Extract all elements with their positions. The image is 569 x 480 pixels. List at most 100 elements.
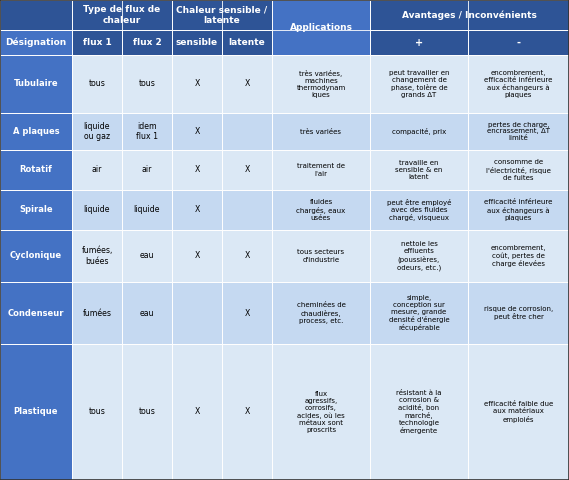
- Text: X: X: [195, 127, 200, 136]
- Text: Type de flux de
chaleur: Type de flux de chaleur: [84, 5, 160, 24]
- Bar: [222, 190, 272, 230]
- Text: encombrement,
efficacité inférieure
aux échangeurs à
plaques: encombrement, efficacité inférieure aux …: [484, 70, 552, 98]
- Text: Tubulaire: Tubulaire: [14, 80, 58, 88]
- Text: X: X: [244, 309, 250, 317]
- Text: X: X: [195, 252, 200, 261]
- Bar: [0, 55, 72, 113]
- Text: +: +: [415, 37, 423, 48]
- Text: compacité, prix: compacité, prix: [392, 128, 446, 135]
- Text: X: X: [244, 252, 250, 261]
- Text: très variées,
machines
thermodynam
iques: très variées, machines thermodynam iques: [296, 70, 345, 98]
- Text: idem
flux 1: idem flux 1: [136, 122, 158, 141]
- Bar: [72, 150, 122, 190]
- Text: Cyclonique: Cyclonique: [10, 252, 62, 261]
- Text: fluides
chargés, eaux
usées: fluides chargés, eaux usées: [296, 199, 345, 221]
- Text: consomme de
l'électricité, risque
de fuites: consomme de l'électricité, risque de fui…: [486, 159, 551, 180]
- Text: risque de corrosion,
peut être cher: risque de corrosion, peut être cher: [484, 306, 553, 320]
- Text: travaille en
sensible & en
latent: travaille en sensible & en latent: [395, 160, 443, 180]
- Bar: [468, 230, 569, 282]
- Bar: [222, 230, 272, 282]
- Text: encombrement,
coût, pertes de
charge élevées: encombrement, coût, pertes de charge éle…: [490, 245, 546, 267]
- Bar: [122, 344, 172, 480]
- Text: fumées,
buées: fumées, buées: [81, 246, 113, 266]
- Bar: [72, 282, 122, 344]
- Text: nettoie les
effluents
(poussières,
odeurs, etc.): nettoie les effluents (poussières, odeur…: [397, 241, 441, 271]
- Bar: [72, 30, 122, 55]
- Text: air: air: [142, 166, 152, 175]
- Text: tous: tous: [139, 80, 155, 88]
- Bar: [72, 230, 122, 282]
- Bar: [122, 30, 172, 55]
- Bar: [468, 150, 569, 190]
- Bar: [0, 150, 72, 190]
- Text: fumées: fumées: [83, 309, 112, 317]
- Text: A plaques: A plaques: [13, 127, 59, 136]
- Text: air: air: [92, 166, 102, 175]
- Text: efficacité faible due
aux matériaux
emploiés: efficacité faible due aux matériaux empl…: [484, 401, 553, 422]
- Text: eau: eau: [139, 309, 154, 317]
- Bar: [370, 0, 569, 30]
- Bar: [0, 282, 72, 344]
- Text: tous: tous: [89, 408, 105, 417]
- Text: peut être employé
avec des fluides
chargé, visqueux: peut être employé avec des fluides charg…: [387, 199, 451, 221]
- Bar: [370, 55, 468, 113]
- Bar: [222, 282, 272, 344]
- Bar: [272, 282, 370, 344]
- Bar: [370, 113, 468, 150]
- Bar: [468, 30, 569, 55]
- Text: flux 2: flux 2: [133, 38, 162, 47]
- Text: liquide: liquide: [84, 205, 110, 215]
- Text: X: X: [244, 166, 250, 175]
- Bar: [72, 55, 122, 113]
- Text: flux 1: flux 1: [83, 38, 112, 47]
- Bar: [370, 282, 468, 344]
- Text: Spirale: Spirale: [19, 205, 53, 215]
- Bar: [0, 0, 72, 30]
- Text: Avantages / Inconvénients: Avantages / Inconvénients: [402, 10, 537, 20]
- Bar: [122, 113, 172, 150]
- Text: cheminées de
chaudières,
process, etc.: cheminées de chaudières, process, etc.: [296, 302, 345, 324]
- Bar: [468, 190, 569, 230]
- Bar: [222, 113, 272, 150]
- Bar: [122, 282, 172, 344]
- Text: X: X: [244, 408, 250, 417]
- Bar: [370, 230, 468, 282]
- Text: tous secteurs
d'industrie: tous secteurs d'industrie: [298, 250, 345, 263]
- Text: très variées: très variées: [300, 129, 341, 134]
- Bar: [222, 150, 272, 190]
- Bar: [172, 190, 222, 230]
- Text: X: X: [195, 80, 200, 88]
- Text: traitement de
l'air: traitement de l'air: [297, 164, 345, 177]
- Bar: [272, 150, 370, 190]
- Bar: [370, 344, 468, 480]
- Bar: [222, 55, 272, 113]
- Bar: [370, 190, 468, 230]
- Bar: [172, 0, 272, 30]
- Text: peut travailler en
changement de
phase, tolère de
grands ΔT: peut travailler en changement de phase, …: [389, 70, 450, 98]
- Text: flux
agressifs,
corrosifs,
acides, où les
métaux sont
proscrits: flux agressifs, corrosifs, acides, où le…: [297, 391, 345, 433]
- Bar: [0, 344, 72, 480]
- Bar: [370, 30, 468, 55]
- Text: X: X: [195, 408, 200, 417]
- Bar: [222, 30, 272, 55]
- Text: Chaleur sensible /
latente: Chaleur sensible / latente: [176, 5, 267, 24]
- Bar: [172, 30, 222, 55]
- Bar: [122, 230, 172, 282]
- Bar: [0, 30, 72, 55]
- Bar: [172, 55, 222, 113]
- Bar: [222, 344, 272, 480]
- Bar: [72, 0, 172, 30]
- Bar: [468, 55, 569, 113]
- Bar: [0, 113, 72, 150]
- Bar: [0, 190, 72, 230]
- Bar: [122, 190, 172, 230]
- Text: Désignation: Désignation: [5, 38, 67, 47]
- Text: Plastique: Plastique: [14, 408, 58, 417]
- Bar: [122, 55, 172, 113]
- Bar: [172, 282, 222, 344]
- Text: eau: eau: [139, 252, 154, 261]
- Bar: [468, 113, 569, 150]
- Text: -: -: [517, 37, 521, 48]
- Text: X: X: [195, 205, 200, 215]
- Bar: [172, 150, 222, 190]
